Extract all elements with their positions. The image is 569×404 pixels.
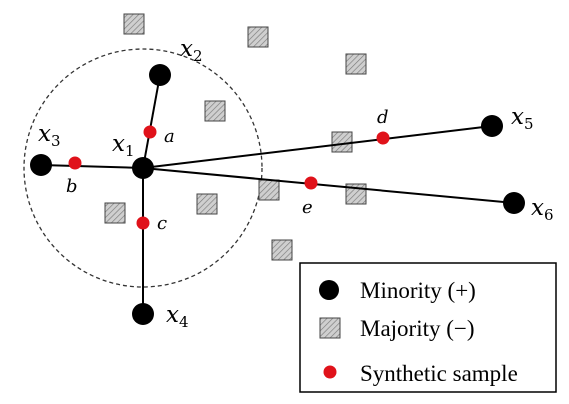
legend-synthetic-marker xyxy=(323,365,337,379)
label-x5: x5 xyxy=(511,104,534,133)
label-a: a xyxy=(164,126,175,147)
legend-minority-marker xyxy=(319,280,339,300)
label-x1: x1 xyxy=(112,131,135,160)
majority-square xyxy=(104,202,126,224)
majority-samples xyxy=(104,13,367,261)
majority-square xyxy=(331,131,353,153)
minority-point-x4 xyxy=(132,303,154,325)
label-d: d xyxy=(377,107,389,128)
label-x4: x4 xyxy=(166,302,189,331)
majority-square xyxy=(247,26,269,48)
label-x6: x6 xyxy=(531,195,554,224)
line-x1-x2 xyxy=(142,74,161,169)
synthetic-sample-c xyxy=(136,216,150,230)
majority-square xyxy=(345,53,367,75)
majority-square xyxy=(196,193,218,215)
synthetic-sample-d xyxy=(376,131,390,145)
majority-square xyxy=(123,13,145,35)
neighbor-lines xyxy=(40,74,515,314)
legend: Minority (+) Majority (−) Synthetic samp… xyxy=(299,262,557,393)
legend-majority-marker xyxy=(319,317,341,339)
legend-minority-label: Minority (+) xyxy=(360,278,476,303)
label-b: b xyxy=(66,176,78,197)
neighborhood-circle xyxy=(23,48,263,288)
majority-square xyxy=(204,100,226,122)
label-x2: x2 xyxy=(180,36,203,65)
line-x1-x5 xyxy=(142,125,493,169)
line-x1-x6 xyxy=(142,167,515,204)
synthetic-samples xyxy=(68,125,390,230)
legend-synthetic-label: Synthetic sample xyxy=(360,361,518,386)
majority-square xyxy=(258,179,280,201)
label-c: c xyxy=(157,213,167,234)
legend-majority-label: Majority (−) xyxy=(360,316,475,341)
label-x3: x3 xyxy=(38,121,61,150)
line-x1-x3 xyxy=(40,164,144,169)
majority-square xyxy=(271,239,293,261)
legend-box xyxy=(299,262,557,393)
minority-point-x5 xyxy=(481,115,503,137)
minority-point-x1 xyxy=(132,157,154,179)
minority-points xyxy=(30,64,525,325)
minority-point-x3 xyxy=(30,154,52,176)
synthetic-sample-e xyxy=(304,176,318,190)
label-e: e xyxy=(302,197,313,218)
synthetic-sample-b xyxy=(68,156,82,170)
synthetic-sample-a xyxy=(143,125,157,139)
minority-point-x6 xyxy=(503,192,525,214)
minority-point-x2 xyxy=(149,64,171,86)
